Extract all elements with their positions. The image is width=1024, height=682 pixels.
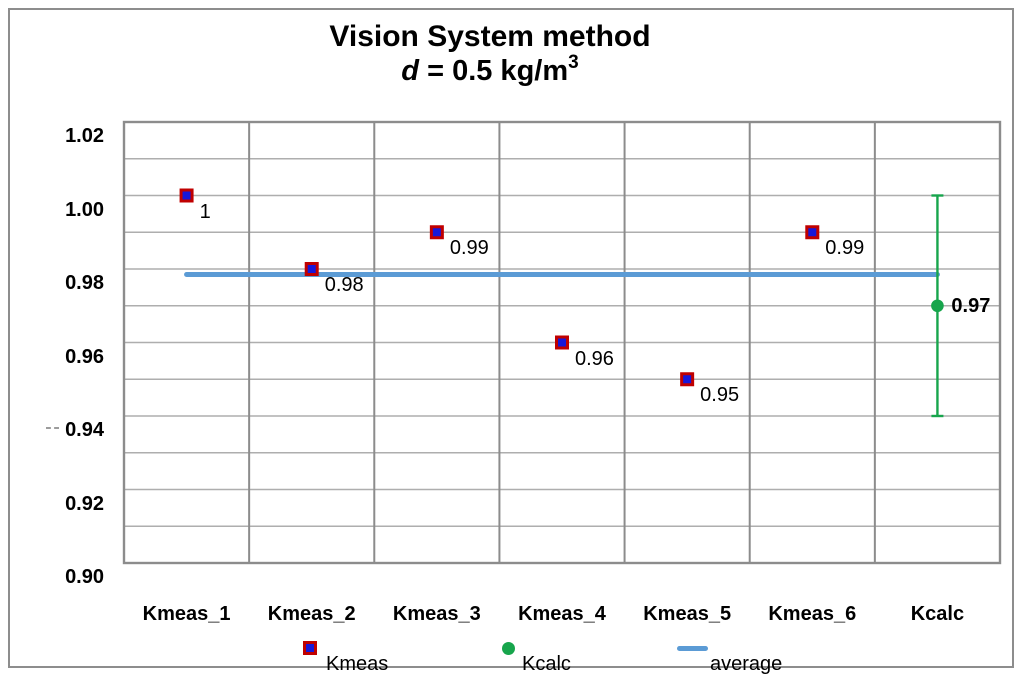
kmeas-data-point-marker xyxy=(429,225,444,240)
data-point-label: 0.99 xyxy=(449,237,489,260)
x-axis-label: Kmeas_4 xyxy=(518,603,606,625)
kmeas-data-point-marker xyxy=(805,225,820,240)
kmeas-data-point-marker xyxy=(555,335,569,350)
y-axis-label: 1.00 xyxy=(65,198,104,221)
chart-title-line1: Vision System method xyxy=(329,20,651,53)
y-axis-label: 0.98 xyxy=(65,272,104,294)
x-axis-label: Kmeas_5 xyxy=(643,603,732,625)
y-axis-label: 1.02 xyxy=(65,125,104,147)
y-axis-label: 0.90 xyxy=(65,566,104,588)
kmeas-data-point-marker xyxy=(179,188,194,203)
y-axis-dash-artifact xyxy=(46,427,59,429)
kmeas-data-point-marker xyxy=(304,262,319,276)
title-equation-text: = 0.5 kg/m xyxy=(419,55,569,87)
data-point-label: 0.98 xyxy=(324,274,364,296)
data-point-label: 1 xyxy=(199,200,211,223)
chart-title-line2: d = 0.5 kg/m3 xyxy=(0,52,980,88)
title-superscript-3: 3 xyxy=(568,52,579,73)
x-axis-label: Kcalc xyxy=(910,603,965,625)
y-axis-label: 0.92 xyxy=(65,492,104,515)
data-point-label: 0.97 xyxy=(951,294,991,317)
x-axis-label: Kmeas_2 xyxy=(267,603,356,625)
y-axis-label: 0.96 xyxy=(65,345,104,368)
x-axis-label: Kmeas_6 xyxy=(768,603,857,625)
x-axis-label: Kmeas_1 xyxy=(142,603,231,625)
kcalc-data-point-marker xyxy=(931,299,944,313)
y-axis-label: 0.94 xyxy=(65,419,104,441)
data-point-label: 0.95 xyxy=(700,384,740,407)
data-point-label: 0.99 xyxy=(825,237,865,260)
title-variable-d: d xyxy=(401,55,420,87)
kmeas-data-point-marker xyxy=(680,372,695,387)
x-axis-label: Kmeas_3 xyxy=(392,603,481,625)
data-point-label: 0.96 xyxy=(575,347,614,370)
chart-title: Vision System method d = 0.5 kg/m3 xyxy=(0,20,980,88)
plot-border xyxy=(122,120,1002,565)
